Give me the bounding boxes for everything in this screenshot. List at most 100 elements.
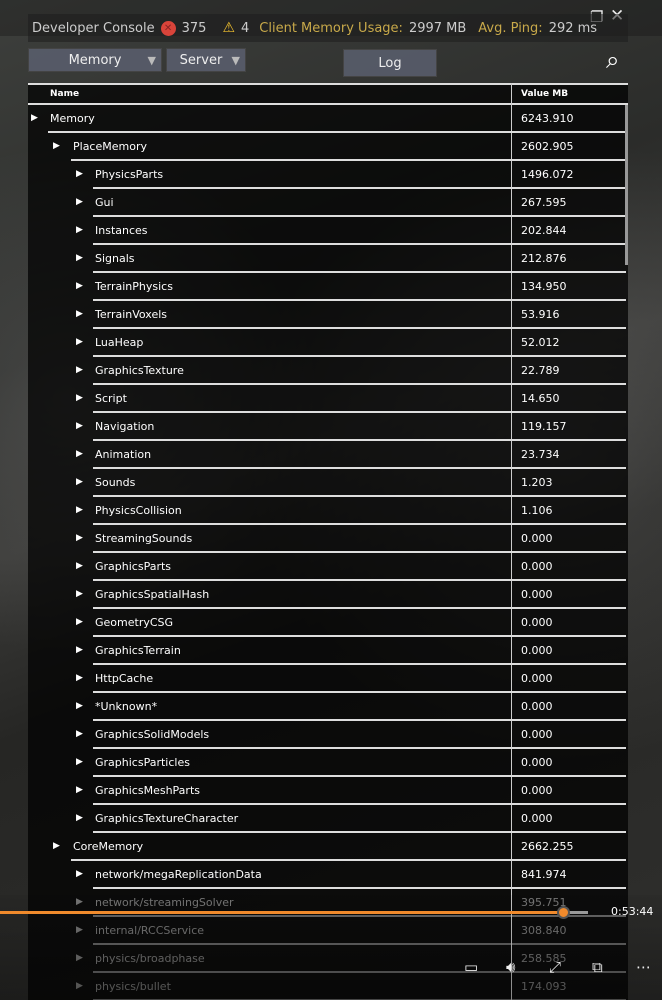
table-row[interactable]: ▶ StreamingSounds 0.000 bbox=[28, 525, 628, 553]
seek-handle[interactable] bbox=[557, 906, 571, 919]
expand-arrow-icon[interactable]: ▶ bbox=[76, 477, 83, 487]
expand-arrow-icon[interactable]: ▶ bbox=[76, 729, 83, 739]
warning-icon: ⚠ bbox=[222, 20, 235, 36]
expand-arrow-icon[interactable]: ▶ bbox=[76, 225, 83, 235]
expand-arrow-icon[interactable]: ▶ bbox=[76, 561, 83, 571]
row-value: 0.000 bbox=[521, 560, 553, 573]
row-divider bbox=[93, 299, 626, 301]
expand-arrow-icon[interactable]: ▶ bbox=[76, 785, 83, 795]
table-row[interactable]: ▶ GraphicsSolidModels 0.000 bbox=[28, 721, 628, 749]
seek-bar[interactable] bbox=[0, 906, 588, 919]
row-value: 2662.255 bbox=[521, 840, 574, 853]
table-row[interactable]: ▶ Sounds 1.203 bbox=[28, 469, 628, 497]
row-name: TerrainPhysics bbox=[95, 280, 173, 293]
table-row[interactable]: ▶ GraphicsTexture 22.789 bbox=[28, 357, 628, 385]
table-row[interactable]: ▶ PhysicsCollision 1.106 bbox=[28, 497, 628, 525]
expand-arrow-icon[interactable]: ▶ bbox=[76, 533, 83, 543]
row-divider bbox=[93, 663, 626, 665]
table-row[interactable]: ▶ physics/broadphase 258.585 bbox=[28, 945, 628, 973]
row-value: 0.000 bbox=[521, 784, 553, 797]
expand-arrow-icon[interactable]: ▶ bbox=[76, 673, 83, 683]
log-button-label: Log bbox=[378, 55, 402, 71]
expand-arrow-icon[interactable]: ▶ bbox=[76, 281, 83, 291]
row-divider bbox=[93, 803, 626, 805]
row-value: 22.789 bbox=[521, 364, 560, 377]
expand-arrow-icon[interactable]: ▶ bbox=[76, 393, 83, 403]
row-name: Memory bbox=[50, 112, 95, 125]
table-row[interactable]: ▶ CoreMemory 2662.255 bbox=[28, 833, 628, 861]
table-row[interactable]: ▶ TerrainPhysics 134.950 bbox=[28, 273, 628, 301]
expand-arrow-icon[interactable]: ▶ bbox=[76, 813, 83, 823]
row-divider bbox=[93, 243, 626, 245]
expand-arrow-icon[interactable]: ▶ bbox=[76, 617, 83, 627]
expand-arrow-icon[interactable]: ▶ bbox=[76, 701, 83, 711]
expand-arrow-icon[interactable]: ▶ bbox=[76, 337, 83, 347]
table-row[interactable]: ▶ network/megaReplicationData 841.974 bbox=[28, 861, 628, 889]
expand-arrow-icon[interactable]: ▶ bbox=[53, 841, 60, 851]
scrollbar[interactable] bbox=[625, 105, 628, 265]
table-row[interactable]: ▶ GraphicsTerrain 0.000 bbox=[28, 637, 628, 665]
expand-arrow-icon[interactable]: ▶ bbox=[76, 869, 83, 879]
table-row[interactable]: ▶ GraphicsMeshParts 0.000 bbox=[28, 777, 628, 805]
table-row[interactable]: ▶ GraphicsParts 0.000 bbox=[28, 553, 628, 581]
expand-arrow-icon[interactable]: ▶ bbox=[76, 589, 83, 599]
row-name: Signals bbox=[95, 252, 135, 265]
target-dropdown[interactable]: Server ▼ bbox=[166, 48, 246, 72]
expand-arrow-icon[interactable]: ▶ bbox=[76, 981, 83, 991]
row-name: PlaceMemory bbox=[73, 140, 147, 153]
table-row[interactable]: ▶ Memory 6243.910 bbox=[28, 105, 628, 133]
table-row[interactable]: ▶ Signals 212.876 bbox=[28, 245, 628, 273]
table-row[interactable]: ▶ GraphicsParticles 0.000 bbox=[28, 749, 628, 777]
miniplayer-icon[interactable]: ⧉ bbox=[592, 958, 603, 976]
captions-icon[interactable]: ▭ bbox=[464, 958, 479, 976]
expand-arrow-icon[interactable]: ▶ bbox=[76, 421, 83, 431]
row-divider bbox=[93, 635, 626, 637]
expand-arrow-icon[interactable]: ▶ bbox=[53, 141, 60, 151]
fullscreen-icon[interactable]: ⤢ bbox=[549, 958, 562, 976]
log-button[interactable]: Log bbox=[343, 49, 437, 77]
expand-arrow-icon[interactable]: ▶ bbox=[76, 253, 83, 263]
search-icon[interactable]: ⌕ bbox=[606, 46, 620, 74]
expand-arrow-icon[interactable]: ▶ bbox=[76, 925, 83, 935]
table-row[interactable]: ▶ Animation 23.734 bbox=[28, 441, 628, 469]
volume-icon[interactable]: 🔊︎ bbox=[506, 958, 516, 976]
expand-arrow-icon[interactable]: ▶ bbox=[31, 113, 38, 123]
table-row[interactable]: ▶ Instances 202.844 bbox=[28, 217, 628, 245]
table-row[interactable]: ▶ *Unknown* 0.000 bbox=[28, 693, 628, 721]
expand-arrow-icon[interactable]: ▶ bbox=[76, 953, 83, 963]
table-row[interactable]: ▶ GeometryCSG 0.000 bbox=[28, 609, 628, 637]
row-divider bbox=[93, 215, 626, 217]
table-row[interactable]: ▶ TerrainVoxels 53.916 bbox=[28, 301, 628, 329]
row-value: 395.751 bbox=[521, 896, 567, 909]
memory-table: Name Value MB ▶ Memory 6243.910 ▶ PlaceMemor… bbox=[28, 83, 628, 1000]
table-row[interactable]: ▶ LuaHeap 52.012 bbox=[28, 329, 628, 357]
table-row[interactable]: ▶ GraphicsTextureCharacter 0.000 bbox=[28, 805, 628, 833]
row-value: 6243.910 bbox=[521, 112, 574, 125]
table-row[interactable]: ▶ PlaceMemory 2602.905 bbox=[28, 133, 628, 161]
expand-arrow-icon[interactable]: ▶ bbox=[76, 757, 83, 767]
row-name: PhysicsCollision bbox=[95, 504, 182, 517]
table-row[interactable]: ▶ GraphicsSpatialHash 0.000 bbox=[28, 581, 628, 609]
table-row[interactable]: ▶ HttpCache 0.000 bbox=[28, 665, 628, 693]
expand-arrow-icon[interactable]: ▶ bbox=[76, 505, 83, 515]
expand-arrow-icon[interactable]: ▶ bbox=[76, 645, 83, 655]
more-options-icon[interactable]: ⋯ bbox=[636, 958, 651, 976]
table-row[interactable]: ▶ Navigation 119.157 bbox=[28, 413, 628, 441]
expand-arrow-icon[interactable]: ▶ bbox=[76, 309, 83, 319]
expand-arrow-icon[interactable]: ▶ bbox=[76, 449, 83, 459]
row-value: 1496.072 bbox=[521, 168, 574, 181]
expand-arrow-icon[interactable]: ▶ bbox=[76, 169, 83, 179]
table-row[interactable]: ▶ Script 14.650 bbox=[28, 385, 628, 413]
table-row[interactable]: ▶ PhysicsParts 1496.072 bbox=[28, 161, 628, 189]
expand-arrow-icon[interactable]: ▶ bbox=[76, 897, 83, 907]
expand-arrow-icon[interactable]: ▶ bbox=[76, 197, 83, 207]
ping-label: Avg. Ping: bbox=[478, 20, 543, 36]
memory-label: Client Memory Usage: bbox=[259, 20, 403, 36]
view-dropdown[interactable]: Memory ▼ bbox=[28, 48, 162, 72]
row-name: internal/RCCService bbox=[95, 924, 204, 937]
expand-arrow-icon[interactable]: ▶ bbox=[76, 365, 83, 375]
table-row[interactable]: ▶ network/streamingSolver 395.751 bbox=[28, 889, 628, 917]
table-row[interactable]: ▶ internal/RCCService 308.840 bbox=[28, 917, 628, 945]
table-row[interactable]: ▶ Gui 267.595 bbox=[28, 189, 628, 217]
row-divider bbox=[93, 355, 626, 357]
